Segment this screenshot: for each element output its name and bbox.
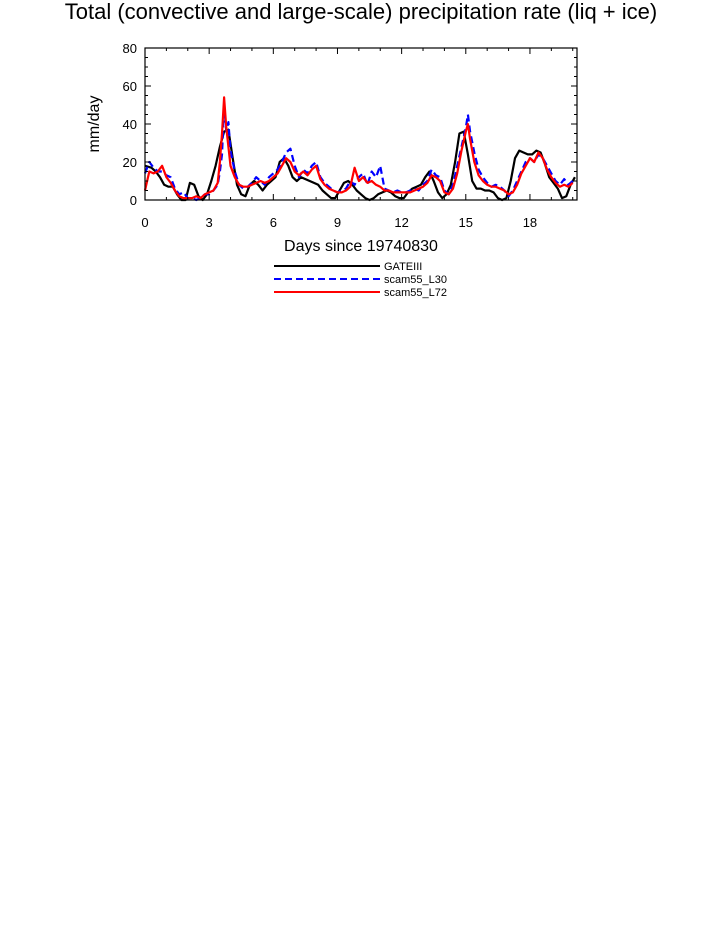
series-line-scam55-l72 bbox=[143, 96, 574, 200]
x-tick-label: 9 bbox=[334, 215, 341, 230]
y-tick-label: 60 bbox=[123, 79, 137, 94]
y-tick-label: 20 bbox=[123, 155, 137, 170]
y-tick-label: 80 bbox=[123, 41, 137, 56]
series-line-gateiii bbox=[144, 128, 576, 202]
legend-label: GATEIII bbox=[384, 261, 422, 273]
x-axis-label: Days since 19740830 bbox=[284, 238, 438, 255]
y-tick-labels: 0 20 40 60 80 bbox=[123, 41, 137, 208]
legend-label: scam55_L30 bbox=[384, 274, 447, 286]
chart-title: Total (convective and large-scale) preci… bbox=[65, 0, 657, 24]
y-tick-label: 40 bbox=[123, 117, 137, 132]
y-tick-label: 0 bbox=[130, 193, 137, 208]
x-tick-labels: 0 3 6 9 12 15 18 bbox=[141, 215, 537, 230]
x-tick-label: 15 bbox=[459, 215, 473, 230]
x-tick-label: 18 bbox=[523, 215, 537, 230]
y-axis-label: mm/day bbox=[86, 96, 103, 153]
x-tick-label: 12 bbox=[394, 215, 408, 230]
tick-layer bbox=[144, 47, 577, 201]
plot-area: 0 3 6 9 12 15 18 0 20 40 60 80 bbox=[123, 41, 578, 230]
x-tick-label: 6 bbox=[270, 215, 277, 230]
legend-label: scam55_L72 bbox=[384, 287, 447, 299]
series-layer bbox=[143, 96, 576, 202]
x-tick-label: 3 bbox=[206, 215, 213, 230]
x-tick-label: 0 bbox=[141, 215, 148, 230]
